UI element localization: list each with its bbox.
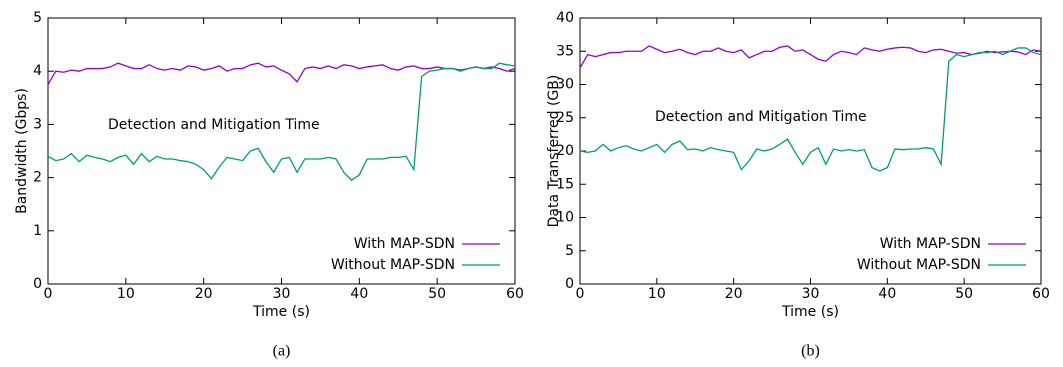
y-tick-label: 3 bbox=[33, 116, 42, 132]
x-tick-label: 20 bbox=[725, 286, 743, 302]
x-tick-label: 10 bbox=[117, 286, 135, 302]
y-tick-label: 35 bbox=[556, 43, 574, 59]
x-axis-label: Time (s) bbox=[781, 304, 839, 320]
x-axis-label: Time (s) bbox=[252, 304, 310, 320]
y-axis-label: Data Transferred (GB) bbox=[546, 75, 562, 228]
y-tick-label: 10 bbox=[556, 210, 574, 226]
series-line bbox=[579, 47, 1042, 172]
x-tick-label: 60 bbox=[506, 286, 524, 302]
x-tick-label: 30 bbox=[273, 286, 291, 302]
x-tick-label: 10 bbox=[648, 286, 666, 302]
y-tick-label: 5 bbox=[565, 243, 574, 259]
x-tick-label: 20 bbox=[195, 286, 213, 302]
x-tick-label: 50 bbox=[955, 286, 973, 302]
plot-frame bbox=[47, 17, 516, 285]
legend-label: With MAP-SDN bbox=[354, 236, 455, 252]
legend-label: Without MAP-SDN bbox=[857, 257, 981, 273]
y-tick-label: 2 bbox=[33, 170, 42, 186]
annotation: Detection and Mitigation Time bbox=[108, 117, 320, 133]
caption: (a) bbox=[273, 343, 291, 360]
y-tick-label: 30 bbox=[556, 77, 574, 93]
y-tick-label: 0 bbox=[565, 276, 574, 292]
x-tick-label: 0 bbox=[44, 286, 53, 302]
x-tick-label: 30 bbox=[802, 286, 820, 302]
y-tick-label: 0 bbox=[33, 276, 42, 292]
x-tick-label: 60 bbox=[1032, 286, 1050, 302]
x-tick-label: 50 bbox=[428, 286, 446, 302]
series-line bbox=[579, 45, 1042, 69]
y-axis-label: Bandwidth (Gbps) bbox=[14, 88, 30, 214]
legend-label: Without MAP-SDN bbox=[331, 257, 455, 273]
y-tick-label: 40 bbox=[556, 10, 574, 26]
x-tick-label: 40 bbox=[350, 286, 368, 302]
y-tick-label: 25 bbox=[556, 110, 574, 126]
annotation: Detection and Mitigation Time bbox=[655, 109, 867, 125]
x-tick-label: 40 bbox=[878, 286, 896, 302]
y-tick-label: 15 bbox=[556, 176, 574, 192]
series-line bbox=[47, 62, 516, 85]
y-tick-label: 5 bbox=[33, 10, 42, 26]
series-line bbox=[47, 62, 516, 182]
legend-label: With MAP-SDN bbox=[880, 236, 981, 252]
x-tick-label: 0 bbox=[576, 286, 585, 302]
caption: (b) bbox=[801, 343, 820, 360]
y-tick-label: 20 bbox=[556, 143, 574, 159]
y-tick-label: 4 bbox=[33, 63, 42, 79]
y-tick-label: 1 bbox=[33, 223, 42, 239]
